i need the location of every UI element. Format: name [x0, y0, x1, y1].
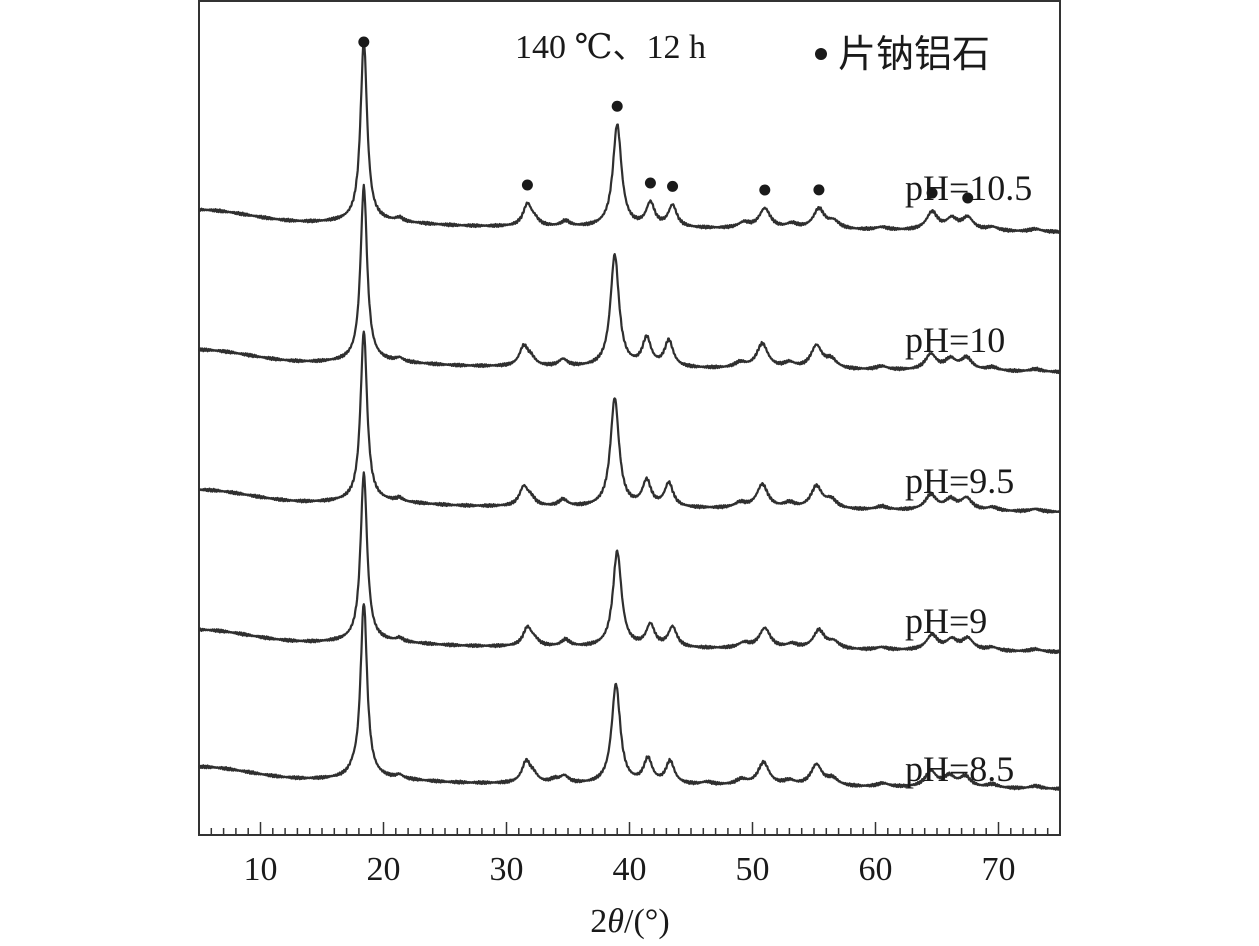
peak-marker — [611, 100, 623, 112]
series-label: pH=10 — [905, 320, 1005, 360]
series-labels: pH=10.5 pH=10 pH=9.5 pH=9 pH=8.5 — [905, 168, 1032, 789]
series-label: pH=10.5 — [905, 168, 1032, 208]
xrd-trace — [197, 603, 1062, 791]
x-tick-label: 40 — [613, 851, 647, 888]
peak-marker — [521, 179, 533, 191]
x-tick-label: 10 — [244, 851, 278, 888]
peak-markers — [358, 36, 974, 204]
peak-marker — [759, 184, 771, 196]
peak-marker — [644, 177, 656, 189]
legend-marker — [815, 48, 827, 60]
xrd-trace — [197, 183, 1062, 375]
series-label: pH=8.5 — [905, 749, 1014, 789]
peak-marker — [813, 184, 825, 196]
peak-marker — [926, 187, 938, 199]
x-tick-label: 30 — [490, 851, 524, 888]
xrd-traces — [197, 40, 1062, 791]
x-axis-title: 2θ/(°) — [590, 903, 669, 940]
xrd-trace — [198, 471, 1062, 655]
condition-annotation: 140 ℃、12 h — [515, 29, 706, 66]
x-tick-label: 50 — [736, 851, 770, 888]
peak-marker — [667, 180, 679, 192]
peak-marker — [962, 192, 974, 204]
plot-frame — [198, 0, 1061, 836]
series-label: pH=9.5 — [905, 461, 1014, 501]
xrd-trace — [198, 330, 1061, 514]
x-tick-label: 20 — [367, 851, 401, 888]
x-tick-label: 70 — [982, 851, 1016, 888]
xrd-trace — [198, 40, 1062, 235]
x-axis-ticks: 10 20 30 40 50 60 70 — [198, 822, 1061, 888]
legend-label: 片钠铝石 — [838, 34, 990, 76]
x-tick-label: 60 — [859, 851, 893, 888]
peak-marker — [358, 36, 370, 48]
series-label: pH=9 — [905, 601, 987, 641]
